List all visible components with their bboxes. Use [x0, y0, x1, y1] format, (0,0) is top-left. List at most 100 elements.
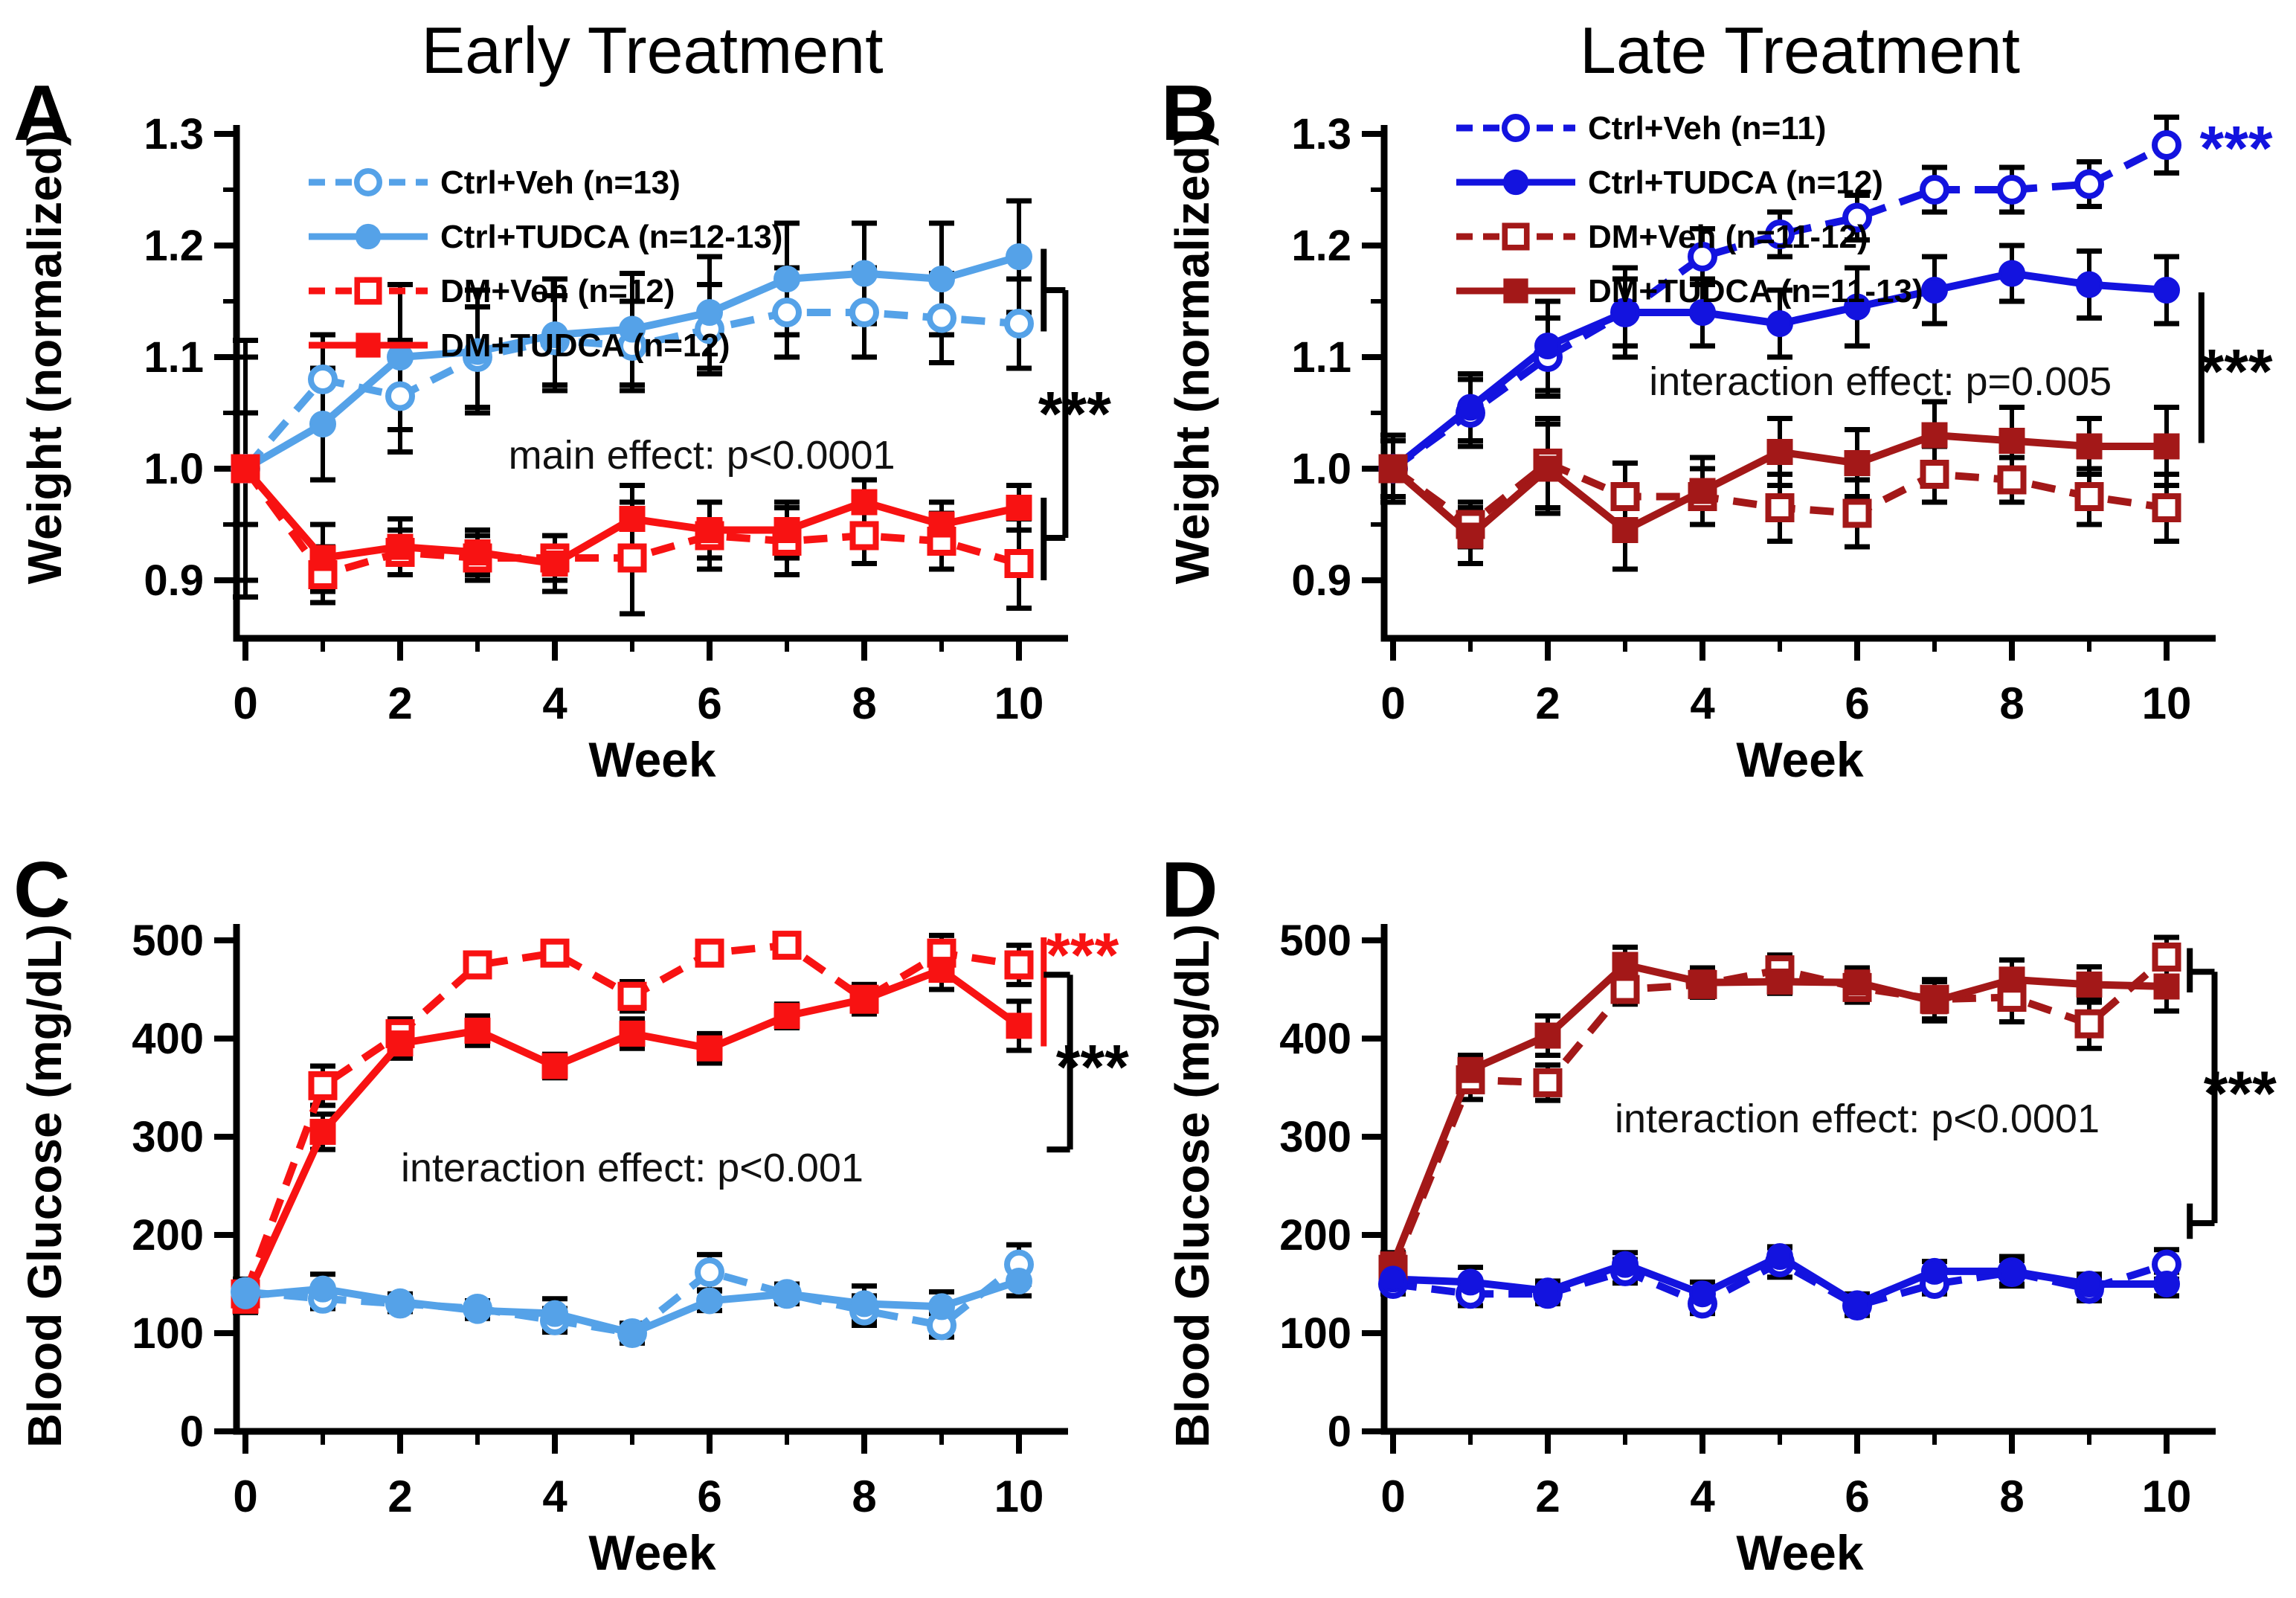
filled-circle-marker: [851, 1290, 878, 1318]
filled-square-marker: [1006, 1013, 1032, 1039]
filled-square-marker: [1503, 278, 1528, 304]
filled-circle-marker: [619, 315, 646, 343]
open-circle-marker: [1688, 242, 1717, 272]
open-square-marker: [849, 521, 879, 551]
y-axis-title: Blood Glucose (mg/dL): [18, 924, 71, 1448]
open-square-marker: [772, 931, 802, 960]
open-circle-marker: [2152, 130, 2181, 160]
y-tick-label: 0.9: [144, 556, 204, 605]
x-tick-label: 2: [1535, 678, 1560, 728]
x-tick-label: 0: [1380, 678, 1405, 728]
markers-dm-veh: [231, 931, 1034, 1309]
x-tick-label: 6: [697, 678, 721, 728]
open-square-marker: [2152, 942, 2181, 972]
y-tick-label: 300: [132, 1113, 204, 1161]
x-tick-label: 0: [233, 678, 257, 728]
y-tick-label: 0: [180, 1408, 204, 1456]
filled-circle-marker: [387, 344, 414, 370]
y-tick-label: 500: [1279, 917, 1351, 965]
y-tick-label: 400: [1279, 1015, 1351, 1063]
filled-square-marker: [1844, 450, 1871, 476]
open-square-marker: [2074, 482, 2104, 511]
filled-square-marker: [1006, 495, 1032, 521]
open-square-marker: [308, 1071, 338, 1100]
filled-circle-marker: [464, 338, 491, 365]
filled-square-marker: [774, 517, 800, 543]
filled-circle-marker: [387, 1288, 414, 1315]
markers-dm-tudca-n-11-13: [1380, 422, 2180, 549]
panel-a-weight-early-chart: A Early Treatment 0.9 1.0 1.1 1.2 1.3 0 2 4 6 8 10 We…: [0, 0, 1148, 799]
filled-square-marker: [1998, 966, 2025, 993]
markers-dm-tudca: [232, 957, 1032, 1314]
open-circle-marker: [1765, 219, 1795, 249]
filled-square-marker: [541, 551, 568, 577]
open-square-marker: [1765, 493, 1795, 522]
x-axis-title: Week: [1736, 1525, 1864, 1580]
filled-circle-marker: [1766, 1243, 1793, 1271]
axes: 0 100 200 300 400 500 0 2 4 6 8 10 Week Blood Glucose…: [1165, 917, 2216, 1580]
legend-item-ctrl-veh-n-11: Ctrl+Veh (n=11): [1456, 110, 1826, 147]
filled-circle-marker: [928, 266, 955, 292]
open-circle-marker: [849, 298, 879, 327]
filled-square-marker: [1457, 522, 1484, 549]
legend: Ctrl+Veh (n=11) Ctrl+TUDCA (n=12) DM+Veh (…: [1456, 110, 1923, 309]
filled-circle-marker: [1612, 1251, 1639, 1278]
filled-circle-marker: [2153, 277, 2180, 304]
filled-square-marker: [2076, 971, 2103, 998]
filled-circle-marker: [1457, 1268, 1484, 1296]
open-circle-marker: [1501, 114, 1530, 143]
filled-circle-marker: [1998, 260, 2025, 287]
filled-square-marker: [464, 1017, 491, 1044]
x-tick-label: 6: [697, 1472, 721, 1521]
filled-circle-marker: [1921, 1257, 1948, 1285]
panel-letter: D: [1161, 846, 1218, 934]
y-tick-label: 100: [132, 1309, 204, 1358]
open-square-marker: [1533, 1068, 1563, 1097]
y-tick-label: 100: [1279, 1309, 1351, 1358]
filled-circle-marker: [2153, 1271, 2180, 1297]
stat-annotation: main effect: p<0.0001: [509, 433, 895, 478]
filled-square-marker: [1921, 422, 1948, 449]
x-tick-label: 8: [1999, 1472, 2024, 1521]
filled-circle-marker: [1844, 1290, 1871, 1318]
significance-stars: ***: [1056, 1032, 1129, 1102]
filled-circle-marker: [1502, 169, 1529, 196]
open-square-marker: [695, 938, 724, 968]
filled-square-marker: [1380, 455, 1406, 482]
x-tick-label: 2: [388, 1472, 412, 1521]
filled-circle-marker: [1689, 299, 1716, 326]
x-tick-label: 8: [852, 678, 876, 728]
open-square-marker: [1842, 498, 1872, 528]
open-circle-marker: [772, 298, 802, 327]
stat-annotation: interaction effect: p<0.0001: [1615, 1097, 2100, 1141]
legend-label: DM+Veh (n=12): [440, 273, 675, 309]
stat-annotation: interaction effect: p<0.001: [401, 1146, 864, 1190]
x-axis-title: Week: [588, 1525, 716, 1580]
filled-square-marker: [1689, 478, 1716, 504]
markers-dm-tudca-n-12: [232, 455, 1032, 577]
filled-circle-marker: [1380, 1265, 1406, 1293]
filled-square-marker: [1844, 969, 1871, 996]
filled-circle-marker: [1689, 1280, 1716, 1308]
open-circle-marker: [2074, 169, 2104, 199]
y-tick-label: 200: [1279, 1211, 1351, 1260]
markers-ctrl-tudca: [1380, 1243, 2180, 1318]
open-square-marker: [617, 543, 647, 573]
significance: *** ***: [2198, 113, 2273, 443]
open-square-marker: [2152, 493, 2181, 522]
filled-square-marker: [1534, 455, 1561, 482]
filled-circle-marker: [851, 260, 878, 287]
open-square-marker: [617, 981, 647, 1011]
filled-circle-marker: [2076, 1271, 2103, 1297]
markers-ctrl-tudca: [232, 1268, 1032, 1347]
open-square-marker: [1920, 460, 1949, 489]
filled-circle-marker: [619, 1320, 646, 1347]
x-tick-label: 10: [994, 1472, 1044, 1521]
legend: Ctrl+Veh (n=13) Ctrl+TUDCA (n=12-13) DM+Ve…: [309, 164, 782, 364]
filled-circle-marker: [541, 321, 568, 348]
filled-square-marker: [928, 957, 955, 983]
y-axis-title: Blood Glucose (mg/dL): [1165, 924, 1219, 1448]
filled-square-marker: [1766, 968, 1793, 995]
x-tick-label: 2: [388, 678, 412, 728]
y-tick-label: 0: [1328, 1408, 1351, 1456]
